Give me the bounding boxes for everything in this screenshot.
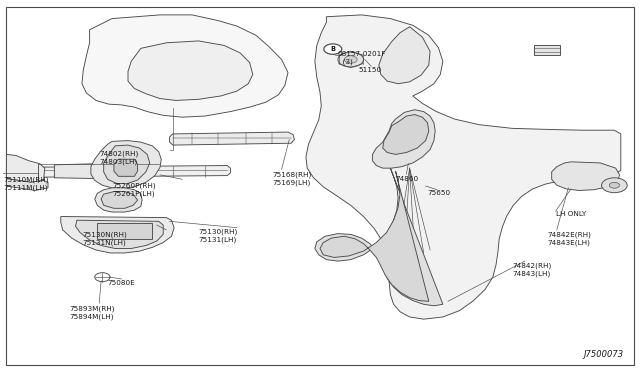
Polygon shape: [320, 171, 429, 301]
Text: 75650: 75650: [428, 190, 451, 196]
Polygon shape: [6, 179, 48, 190]
Polygon shape: [306, 15, 621, 319]
Polygon shape: [170, 132, 294, 145]
Circle shape: [344, 56, 357, 63]
Circle shape: [338, 52, 364, 67]
Text: 75080E: 75080E: [108, 280, 135, 286]
Polygon shape: [383, 115, 429, 154]
Polygon shape: [6, 166, 230, 177]
Polygon shape: [82, 15, 288, 117]
Text: 74842(RH)
74843(LH): 74842(RH) 74843(LH): [512, 262, 551, 277]
Polygon shape: [54, 164, 112, 179]
Polygon shape: [6, 154, 45, 182]
Polygon shape: [552, 162, 620, 190]
Circle shape: [602, 178, 627, 193]
Polygon shape: [315, 168, 443, 306]
Text: LH ONLY: LH ONLY: [556, 211, 586, 217]
Polygon shape: [114, 159, 138, 176]
Polygon shape: [97, 223, 152, 239]
Text: 75260P(RH)
75261P(LH): 75260P(RH) 75261P(LH): [112, 182, 156, 197]
Polygon shape: [534, 45, 560, 55]
Text: B: B: [330, 46, 335, 52]
Text: 75110M(RH)
75111M(LH): 75110M(RH) 75111M(LH): [3, 177, 49, 191]
Text: 51150: 51150: [358, 67, 381, 73]
Polygon shape: [372, 110, 435, 168]
Polygon shape: [104, 145, 150, 184]
Text: 75168(RH)
75169(LH): 75168(RH) 75169(LH): [272, 171, 311, 186]
Polygon shape: [101, 192, 138, 208]
Text: 74802(RH)
74803(LH): 74802(RH) 74803(LH): [99, 151, 138, 165]
Text: 75130N(RH)
75131N(LH): 75130N(RH) 75131N(LH): [82, 231, 127, 246]
Polygon shape: [379, 27, 430, 84]
Text: 08157-0201F
  (3): 08157-0201F (3): [338, 51, 387, 65]
Text: 75130(RH)
75131(LH): 75130(RH) 75131(LH): [198, 229, 237, 243]
Polygon shape: [128, 41, 253, 100]
Polygon shape: [91, 141, 161, 189]
Circle shape: [609, 182, 620, 188]
Polygon shape: [95, 188, 142, 212]
Circle shape: [324, 44, 342, 54]
Polygon shape: [61, 217, 174, 253]
Text: 75893M(RH)
75894M(LH): 75893M(RH) 75894M(LH): [69, 306, 115, 320]
Text: J7500073: J7500073: [584, 350, 624, 359]
Polygon shape: [76, 220, 163, 248]
Text: 74842E(RH)
74843E(LH): 74842E(RH) 74843E(LH): [547, 231, 591, 246]
Text: 74860: 74860: [396, 176, 419, 182]
